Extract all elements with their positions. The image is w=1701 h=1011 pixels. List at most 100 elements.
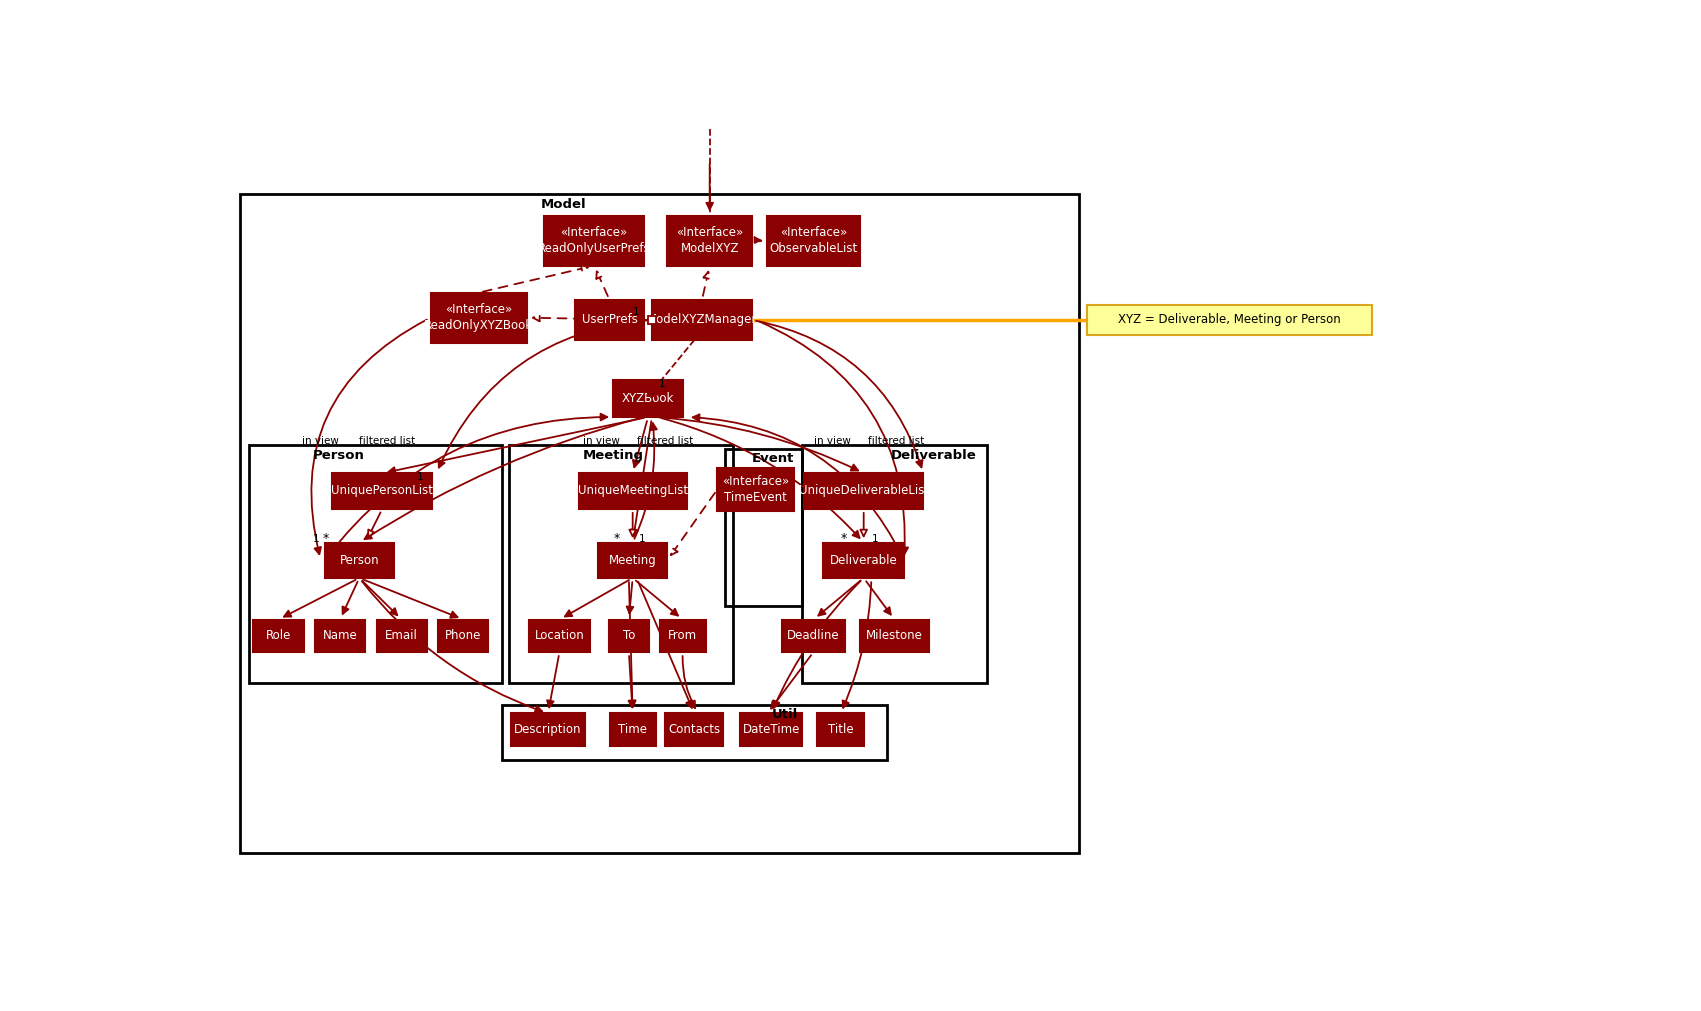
FancyArrowPatch shape [662,419,859,538]
FancyArrowPatch shape [362,581,398,615]
Text: Description: Description [514,723,582,736]
Text: UniqueMeetingList: UniqueMeetingList [578,484,687,497]
Text: 1: 1 [640,534,645,544]
Text: «Interface»
ModelXYZ: «Interface» ModelXYZ [675,226,743,255]
FancyArrowPatch shape [703,272,709,296]
FancyBboxPatch shape [430,292,527,343]
FancyBboxPatch shape [512,714,585,746]
FancyArrowPatch shape [284,580,356,617]
FancyArrowPatch shape [367,513,381,537]
Text: «Interface»
ObservableList: «Interface» ObservableList [769,226,857,255]
FancyBboxPatch shape [805,473,924,509]
FancyBboxPatch shape [614,380,682,417]
FancyArrowPatch shape [388,418,645,474]
Text: in view: in view [813,436,850,446]
FancyArrowPatch shape [629,656,634,708]
FancyArrowPatch shape [483,265,589,292]
FancyArrowPatch shape [364,579,458,618]
FancyArrowPatch shape [634,424,657,539]
FancyArrowPatch shape [629,513,636,536]
FancyArrowPatch shape [755,238,762,244]
FancyArrowPatch shape [692,415,902,556]
Text: UniqueDeliverableList: UniqueDeliverableList [798,484,929,497]
Text: UniquePersonList: UniquePersonList [332,484,434,497]
FancyBboxPatch shape [332,473,432,509]
Bar [725,449,803,607]
FancyArrowPatch shape [327,413,607,557]
FancyArrowPatch shape [818,580,861,616]
FancyArrowPatch shape [636,580,679,616]
FancyBboxPatch shape [315,620,366,652]
FancyBboxPatch shape [782,620,845,652]
Text: «Interface»
TimeEvent: «Interface» TimeEvent [723,475,789,503]
FancyBboxPatch shape [740,714,803,746]
FancyArrowPatch shape [760,321,908,554]
Text: in view: in view [583,436,619,446]
Text: Meeting: Meeting [609,554,657,567]
Text: *: * [840,532,847,545]
FancyArrowPatch shape [842,582,871,708]
FancyArrowPatch shape [548,656,558,708]
Text: 1: 1 [633,307,640,317]
FancyArrowPatch shape [565,580,629,617]
FancyArrowPatch shape [629,582,636,708]
Text: Name: Name [323,629,357,642]
Text: Location: Location [534,629,585,642]
Text: *: * [614,532,619,545]
Text: filtered list: filtered list [359,436,415,446]
FancyBboxPatch shape [1087,304,1373,336]
FancyBboxPatch shape [599,543,667,578]
FancyBboxPatch shape [859,620,929,652]
Text: 1: 1 [313,534,320,544]
Text: Deliverable: Deliverable [891,449,976,462]
FancyBboxPatch shape [439,620,488,652]
Text: in view: in view [301,436,338,446]
FancyArrowPatch shape [866,581,891,615]
FancyArrowPatch shape [631,422,651,537]
FancyBboxPatch shape [660,620,706,652]
FancyArrowPatch shape [633,421,646,467]
Text: XYZBook: XYZBook [623,392,674,405]
FancyBboxPatch shape [609,620,648,652]
Text: Title: Title [828,723,854,736]
Text: *: * [323,532,330,545]
Bar [502,705,886,760]
FancyBboxPatch shape [376,620,427,652]
Text: DateTime: DateTime [743,723,799,736]
Text: Meeting: Meeting [583,449,643,462]
FancyArrowPatch shape [532,314,648,321]
Text: Contacts: Contacts [668,723,720,736]
FancyBboxPatch shape [823,543,905,578]
FancyBboxPatch shape [578,473,687,509]
FancyArrowPatch shape [311,319,427,554]
Text: To: To [623,629,634,642]
FancyBboxPatch shape [325,543,395,578]
Text: 1: 1 [658,379,665,389]
Text: Deliverable: Deliverable [830,554,898,567]
FancyBboxPatch shape [609,714,657,746]
FancyArrowPatch shape [638,581,692,708]
FancyArrowPatch shape [861,513,868,536]
FancyArrowPatch shape [658,418,857,470]
Text: Event: Event [752,452,794,465]
FancyBboxPatch shape [665,714,723,746]
FancyArrowPatch shape [757,320,922,467]
Text: Deadline: Deadline [788,629,840,642]
FancyBboxPatch shape [575,300,645,340]
Text: Util: Util [771,708,798,721]
Text: «Interface»
ReadOnlyUserPrefs: «Interface» ReadOnlyUserPrefs [538,226,650,255]
FancyArrowPatch shape [670,492,714,555]
FancyArrowPatch shape [706,164,713,209]
Text: Person: Person [340,554,379,567]
Bar [803,445,987,683]
Text: Milestone: Milestone [866,629,924,642]
Text: Phone: Phone [446,629,481,642]
FancyArrowPatch shape [364,419,640,539]
Text: From: From [668,629,697,642]
FancyBboxPatch shape [544,215,645,266]
Text: Person: Person [313,449,366,462]
FancyArrowPatch shape [774,581,861,708]
FancyBboxPatch shape [651,300,752,340]
Text: Model: Model [541,198,585,211]
Text: ModelXYZManager: ModelXYZManager [646,313,757,327]
